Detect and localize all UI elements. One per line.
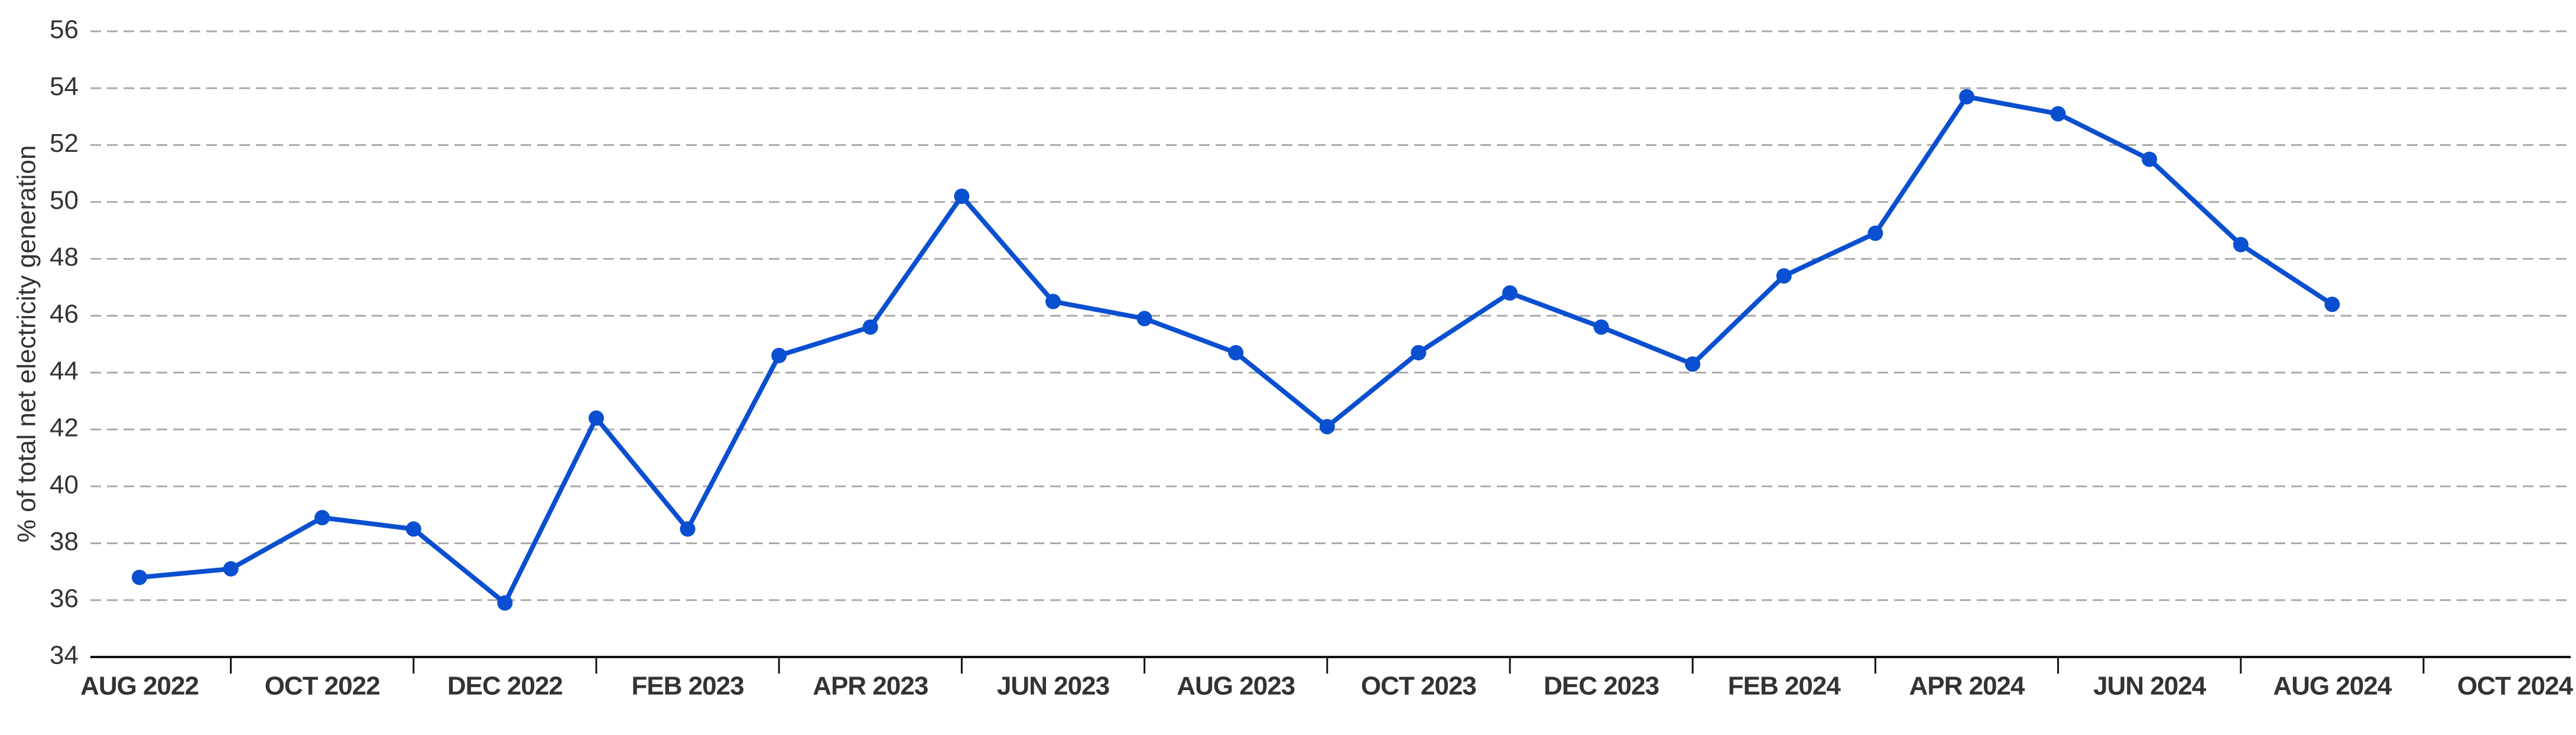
x-tick-label: AUG 2024: [2273, 672, 2392, 701]
y-tick-label: 46: [50, 300, 79, 329]
x-tick-label: FEB 2024: [1728, 672, 1841, 701]
point: [1959, 89, 1974, 105]
y-tick-label: 48: [50, 243, 79, 272]
point: [1411, 344, 1427, 360]
point: [1776, 268, 1792, 284]
x-tick-label: JUN 2023: [997, 672, 1109, 701]
point: [1228, 344, 1244, 360]
point: [1502, 285, 1518, 301]
x-tick-label: APR 2024: [1909, 672, 2025, 701]
y-tick-label: 42: [50, 414, 79, 443]
point: [680, 521, 696, 537]
point: [1685, 356, 1701, 372]
x-tick-label: AUG 2023: [1177, 672, 1295, 701]
point: [2142, 151, 2158, 167]
x-tick-label: JUN 2024: [2093, 672, 2207, 701]
point: [1319, 419, 1335, 435]
point: [1867, 225, 1883, 241]
point: [862, 319, 878, 335]
point: [497, 595, 513, 611]
x-tick-label: OCT 2024: [2457, 672, 2574, 701]
y-tick-label: 40: [50, 470, 79, 499]
y-tick-label: 54: [50, 72, 79, 101]
y-tick-label: 50: [50, 186, 79, 214]
x-tick-label: OCT 2023: [1361, 672, 1476, 701]
x-tick-label: APR 2023: [813, 672, 928, 701]
point: [2324, 297, 2340, 313]
y-tick-label: 52: [50, 129, 79, 158]
y-tick-label: 36: [50, 584, 79, 613]
y-tick-label: 44: [50, 356, 79, 385]
point: [1136, 311, 1152, 327]
point: [589, 410, 604, 426]
point: [954, 188, 970, 204]
y-axis-label: % of total net electricity generation: [12, 145, 41, 543]
point: [1593, 319, 1609, 335]
point: [2233, 237, 2249, 253]
x-tick-label: OCT 2022: [265, 672, 380, 701]
x-tick-label: DEC 2023: [1544, 672, 1659, 701]
y-tick-label: 38: [50, 527, 79, 556]
point: [771, 347, 787, 363]
point: [132, 570, 147, 586]
y-tick-label: 34: [50, 641, 79, 670]
point: [1045, 294, 1061, 310]
point: [2050, 106, 2066, 122]
y-tick-label: 56: [50, 15, 79, 44]
x-tick-label: FEB 2023: [632, 672, 744, 701]
x-tick-label: DEC 2022: [447, 672, 563, 701]
point: [223, 561, 239, 577]
point: [314, 510, 330, 526]
x-tick-label: AUG 2022: [80, 672, 199, 701]
point: [405, 521, 421, 537]
